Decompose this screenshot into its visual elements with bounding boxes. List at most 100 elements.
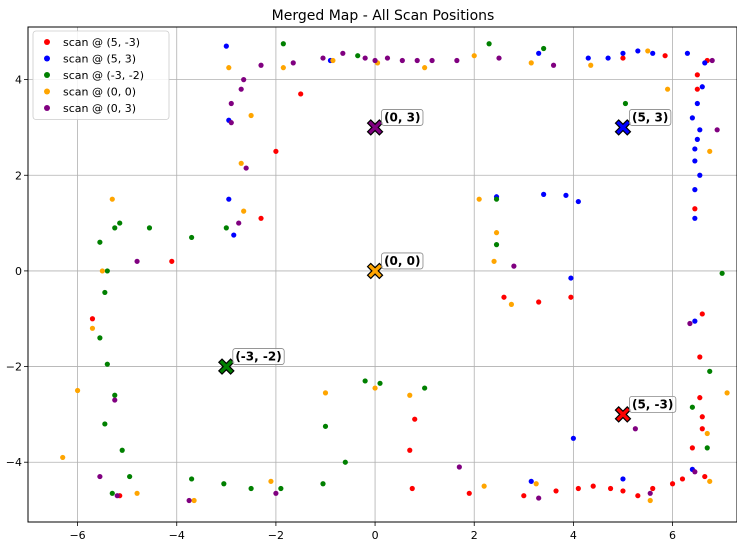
scan-point-series-2 [97, 335, 103, 341]
scan-point-series-3 [134, 490, 140, 496]
scan-point-series-0 [298, 91, 304, 97]
x-tick-label: −2 [268, 529, 284, 542]
scan-point-series-0 [679, 476, 686, 482]
legend-frame [32, 30, 170, 120]
scan-position-label: (5, 3) [632, 110, 668, 124]
scan-point-series-2 [119, 447, 125, 453]
scan-point-series-3 [471, 53, 477, 59]
scan-point-series-4 [320, 55, 326, 61]
scan-position-x-icon [366, 262, 384, 280]
scan-point-series-4 [290, 60, 296, 66]
scan-point-series-3 [241, 208, 247, 214]
scan-point-series-4 [496, 55, 502, 61]
x-tick-label: 2 [471, 529, 478, 542]
legend-entry-label: scan @ (5, -3) [63, 36, 140, 49]
scan-point-series-1 [223, 43, 229, 49]
scan-point-series-1 [635, 48, 641, 54]
scan-point-series-0 [689, 445, 695, 451]
scan-point-series-4 [687, 320, 693, 327]
scan-point-series-1 [563, 192, 569, 198]
scan-point-series-1 [697, 172, 703, 178]
scan-position-label: (0, 0) [384, 254, 420, 268]
scan-point-series-4 [273, 490, 279, 496]
scan-point-series-2 [102, 289, 108, 296]
scan-point-series-1 [702, 60, 708, 66]
scan-position-x-icon [614, 119, 632, 136]
scan-point-series-1 [692, 158, 698, 164]
scan-position-label-box [381, 109, 424, 126]
grid-lines [28, 27, 737, 522]
scan-point-series-1 [541, 191, 547, 197]
scan-point-series-0 [258, 215, 264, 221]
scan-point-series-2 [189, 476, 195, 482]
scan-point-series-0 [697, 395, 703, 401]
scan-point-series-4 [238, 86, 244, 92]
scan-point-series-3 [528, 60, 534, 66]
scan-point-series-1 [570, 435, 576, 441]
scan-point-series-1 [699, 84, 705, 90]
scan-point-series-2 [223, 225, 229, 231]
scan-point-series-4 [241, 77, 247, 83]
scan-point-series-2 [689, 404, 695, 410]
scan-point-series-3 [60, 454, 66, 461]
scan-point-series-2 [104, 361, 110, 367]
scan-point-series-1 [692, 318, 698, 324]
scan-point-series-4 [536, 495, 542, 501]
scan-point-series-3 [508, 301, 515, 307]
y-tick-label: 2 [15, 169, 22, 182]
scan-point-series-2 [97, 239, 103, 245]
scan-point-series-0 [662, 53, 668, 59]
scan-point-series-4 [243, 165, 249, 171]
legend-entry-label: scan @ (5, 3) [63, 53, 136, 66]
scan-position-marker: (5, -3) [614, 395, 677, 423]
scan-point-series-4 [454, 57, 460, 64]
scan-point-series-2 [704, 445, 710, 451]
scan-point-series-3 [322, 390, 329, 396]
scan-point-series-1 [528, 478, 534, 484]
scan-point-series-2 [322, 423, 329, 429]
scan-point-series-1 [620, 476, 626, 482]
scan-point-series-4 [456, 464, 462, 470]
x-tick-label: 6 [669, 529, 676, 542]
scan-point-series-3 [493, 230, 500, 236]
scan-point-series-2 [493, 242, 500, 248]
scan-point-series-0 [407, 447, 413, 453]
scan-point-series-4 [511, 263, 517, 269]
scan-point-series-3 [248, 112, 254, 119]
scan-point-series-1 [692, 187, 698, 193]
scan-point-series-3 [372, 385, 378, 391]
scan-point-series-3 [491, 258, 497, 264]
scan-point-series-0 [650, 485, 656, 492]
y-tick-label: −2 [6, 361, 22, 374]
scan-point-series-4 [550, 62, 557, 68]
scan-point-series-2 [189, 234, 195, 241]
scan-point-series-3 [481, 483, 487, 489]
scan-position-label: (5, -3) [632, 397, 673, 411]
scan-point-series-4 [372, 57, 378, 64]
y-tick-label: −4 [6, 456, 22, 469]
y-tick-label: 4 [15, 74, 22, 87]
scan-point-series-3 [476, 196, 482, 202]
scan-point-series-0 [521, 493, 527, 499]
legend-swatch [44, 55, 50, 62]
legend: scan @ (5, -3) scan @ (5, 3) scan @ (-3, -… [32, 30, 170, 120]
scan-point-series-0 [694, 86, 700, 92]
scan-point-series-1 [692, 215, 698, 221]
scan-point-series-0 [692, 206, 698, 212]
scan-point-series-3 [226, 65, 232, 71]
scan-point-series-4 [384, 55, 391, 61]
scan-point-series-2 [104, 268, 110, 274]
scan-point-series-0 [553, 488, 559, 494]
scan-point-series-3 [238, 160, 244, 166]
scan-point-series-3 [645, 48, 651, 54]
scan-point-series-4 [186, 497, 192, 504]
scan-point-series-1 [694, 100, 700, 107]
scan-point-series-0 [620, 488, 626, 494]
scan-point-series-0 [694, 72, 700, 78]
scan-point-series-1 [684, 50, 691, 56]
scan-point-series-4 [414, 57, 420, 64]
legend-entry-label: scan @ (0, 0) [63, 86, 136, 99]
legend-swatch [44, 39, 50, 45]
scan-position-marker: (0, 3) [366, 109, 424, 136]
